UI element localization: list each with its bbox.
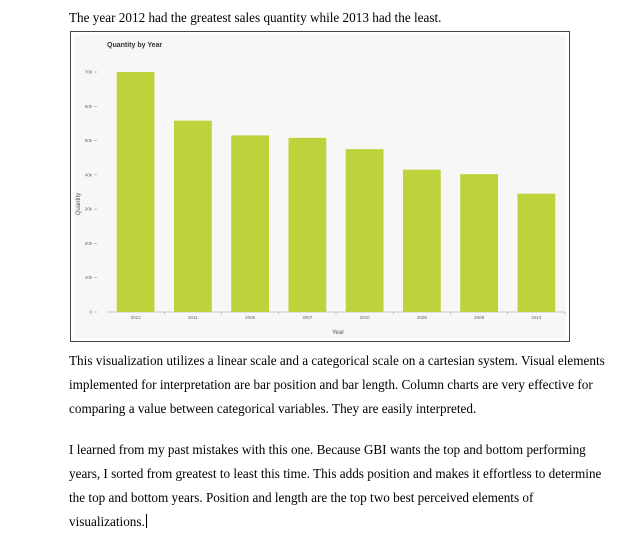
chart-title: Quantity by Year [107, 42, 162, 49]
x-tick-label: 2011 [188, 315, 198, 320]
bar-2009 [460, 174, 499, 312]
x-tick-label: 2009 [474, 315, 485, 320]
paragraph-lessons-learned[interactable]: I learned from my past mistakes with thi… [69, 438, 609, 534]
bar-2006 [231, 135, 270, 312]
bar-2012 [116, 72, 155, 312]
y-axis-title: Quantity [76, 193, 82, 215]
bar-2013 [517, 193, 556, 312]
y-tick-label: 40k [85, 172, 93, 177]
bar-2008 [402, 169, 441, 312]
x-tick-label: 2010 [360, 315, 371, 320]
x-tick-label: 2007 [302, 315, 313, 320]
x-axis-title: Year [332, 330, 344, 336]
x-tick-label: 2013 [531, 315, 542, 320]
y-tick-label: 70k [85, 70, 93, 75]
x-tick-label: 2006 [245, 315, 256, 320]
bar-2010 [345, 149, 384, 312]
y-tick-label: 10k [85, 275, 93, 280]
x-tick-label: 2008 [417, 315, 428, 320]
y-tick-label: 0 [89, 310, 92, 315]
chart-frame: Quantity by Year Quantity Year 0 10k 20k 30… [70, 31, 570, 342]
y-tick-label: 30k [85, 207, 93, 212]
bar-2011 [173, 120, 212, 312]
x-tick-label: 2012 [131, 315, 142, 320]
text-cursor [145, 514, 147, 528]
intro-sentence: The year 2012 had the greatest sales qua… [69, 10, 442, 25]
y-tick-label: 20k [85, 241, 93, 246]
y-tick-label: 50k [85, 138, 93, 143]
y-tick-label: 60k [85, 104, 93, 109]
paragraph-lessons-learned-text: I learned from my past mistakes with thi… [69, 442, 602, 529]
paragraph-visualization-description: This visualization utilizes a linear sca… [69, 353, 605, 416]
bar-chart: Quantity by Year Quantity Year 0 10k 20k 30… [74, 35, 566, 338]
bar-2007 [288, 137, 327, 312]
